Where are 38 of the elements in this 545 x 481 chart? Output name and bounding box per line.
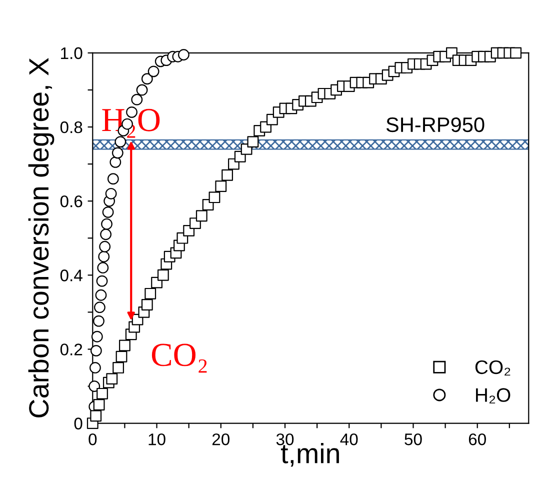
x-tick-label: 10 [148,433,166,446]
point [105,188,117,200]
point [97,262,109,274]
point [88,380,100,392]
y-tick-label: 0.4 [60,270,82,282]
x-tick-label: 60 [468,433,486,446]
legend-label: H₂O [476,388,510,404]
point [112,147,124,159]
point [107,173,119,185]
point [102,206,114,218]
point [136,84,148,96]
point [148,66,160,78]
annotation: CO₂ [152,344,207,373]
point [95,289,107,301]
point [178,49,190,60]
point [94,302,106,314]
y-tick-label: 0.2 [60,344,82,356]
point [90,362,101,374]
x-tick-label: 0 [88,433,97,446]
point [101,218,112,230]
y-tick-label: 1.0 [61,47,82,60]
point [90,344,102,356]
y-axis-title: Carbon conversion degree, X [28,58,54,418]
point [93,315,104,327]
y-tick-label: 0.8 [60,121,82,134]
legend-label: CO₂ [475,360,510,376]
band-label: SH-RP950 [386,117,484,132]
point [91,330,103,342]
point [96,275,108,287]
point [131,94,143,106]
x-tick-label: 30 [276,433,294,446]
point [100,228,112,240]
x-tick-label: 20 [212,433,230,446]
x-tick-label: 50 [404,433,422,446]
point [99,240,111,252]
x-tick-label: 40 [340,433,358,446]
y-tick-label: 0.6 [60,195,82,208]
y-tick-label: 0 [74,418,82,430]
